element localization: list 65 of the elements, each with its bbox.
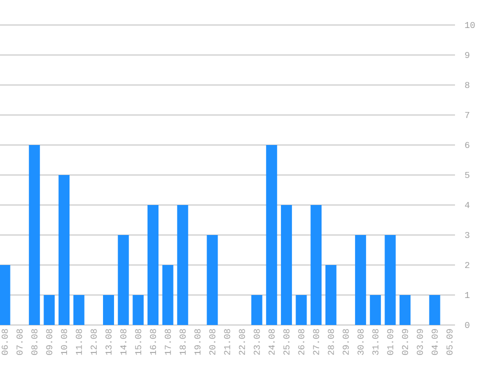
x-tick-label: 10.08	[61, 329, 68, 355]
bar	[162, 265, 174, 325]
bar	[251, 295, 262, 325]
x-tick-label: 03.09	[416, 329, 423, 355]
x-tick-label: 09.08	[46, 329, 52, 355]
x-tick-label: 20.08	[209, 329, 216, 355]
x-tick-label: 25.08	[283, 329, 290, 355]
bar	[58, 175, 70, 325]
x-tick-label: 08.08	[31, 329, 38, 355]
x-tick-label: 06.08	[2, 329, 8, 355]
x-tick-label: 29.08	[342, 329, 349, 355]
bar	[429, 295, 440, 325]
y-tick-label: 3	[465, 232, 470, 238]
x-tick-label: 11.08	[76, 329, 82, 355]
bar	[266, 144, 278, 325]
x-tick-label: 21.08	[224, 329, 230, 355]
bar	[384, 235, 396, 325]
x-tick-label: 05.09	[446, 329, 453, 355]
bar	[355, 235, 366, 325]
y-tick-label: 6	[465, 142, 470, 148]
y-tick-label: 7	[465, 112, 470, 118]
x-tick-label: 24.08	[268, 329, 275, 355]
x-tick-label: 17.08	[164, 329, 171, 355]
bar	[28, 144, 40, 325]
y-tick-label: 8	[465, 82, 470, 88]
x-tick-label: 14.08	[120, 329, 126, 355]
y-tick-label: 4	[464, 202, 470, 208]
bar	[132, 295, 144, 325]
x-tick-label: 12.08	[90, 329, 97, 355]
y-tick-label: 2	[465, 262, 470, 268]
y-tick-label: 5	[465, 172, 470, 178]
x-tick-label: 23.08	[254, 329, 260, 355]
bar	[206, 235, 218, 325]
x-tick-label: 30.08	[358, 329, 364, 355]
x-tick-label: 01.09	[387, 329, 394, 355]
x-tick-label: 22.08	[238, 329, 246, 355]
x-tick-label: 26.08	[298, 329, 304, 355]
bar	[370, 295, 381, 325]
bar	[296, 295, 307, 325]
y-tick-label: 10	[465, 22, 475, 28]
y-tick-label: 9	[465, 52, 470, 58]
x-tick-label: 28.08	[328, 329, 334, 355]
bar	[325, 265, 336, 325]
bar	[103, 295, 114, 325]
x-tick-label: 16.08	[150, 329, 156, 355]
x-tick-label: 15.08	[135, 329, 142, 355]
bar	[73, 295, 84, 325]
x-tick-label: 02.09	[402, 329, 408, 355]
bar	[177, 205, 188, 325]
y-tick-label: 1	[465, 292, 470, 298]
x-tick-label: 04.09	[432, 329, 438, 355]
bar	[0, 265, 10, 325]
x-tick-label: 18.08	[180, 329, 186, 355]
x-tick-label: 31.08	[372, 329, 378, 355]
bar	[118, 235, 129, 325]
x-tick-label: 27.08	[313, 329, 320, 355]
bar	[280, 205, 292, 325]
x-tick-label: 07.08	[16, 329, 23, 355]
bar	[310, 205, 322, 325]
bar	[44, 295, 55, 325]
bar	[400, 295, 411, 325]
y-tick-label: 0	[465, 322, 470, 328]
bar	[148, 205, 159, 325]
x-tick-label: 19.08	[194, 329, 201, 355]
x-tick-label: 13.08	[105, 329, 112, 355]
